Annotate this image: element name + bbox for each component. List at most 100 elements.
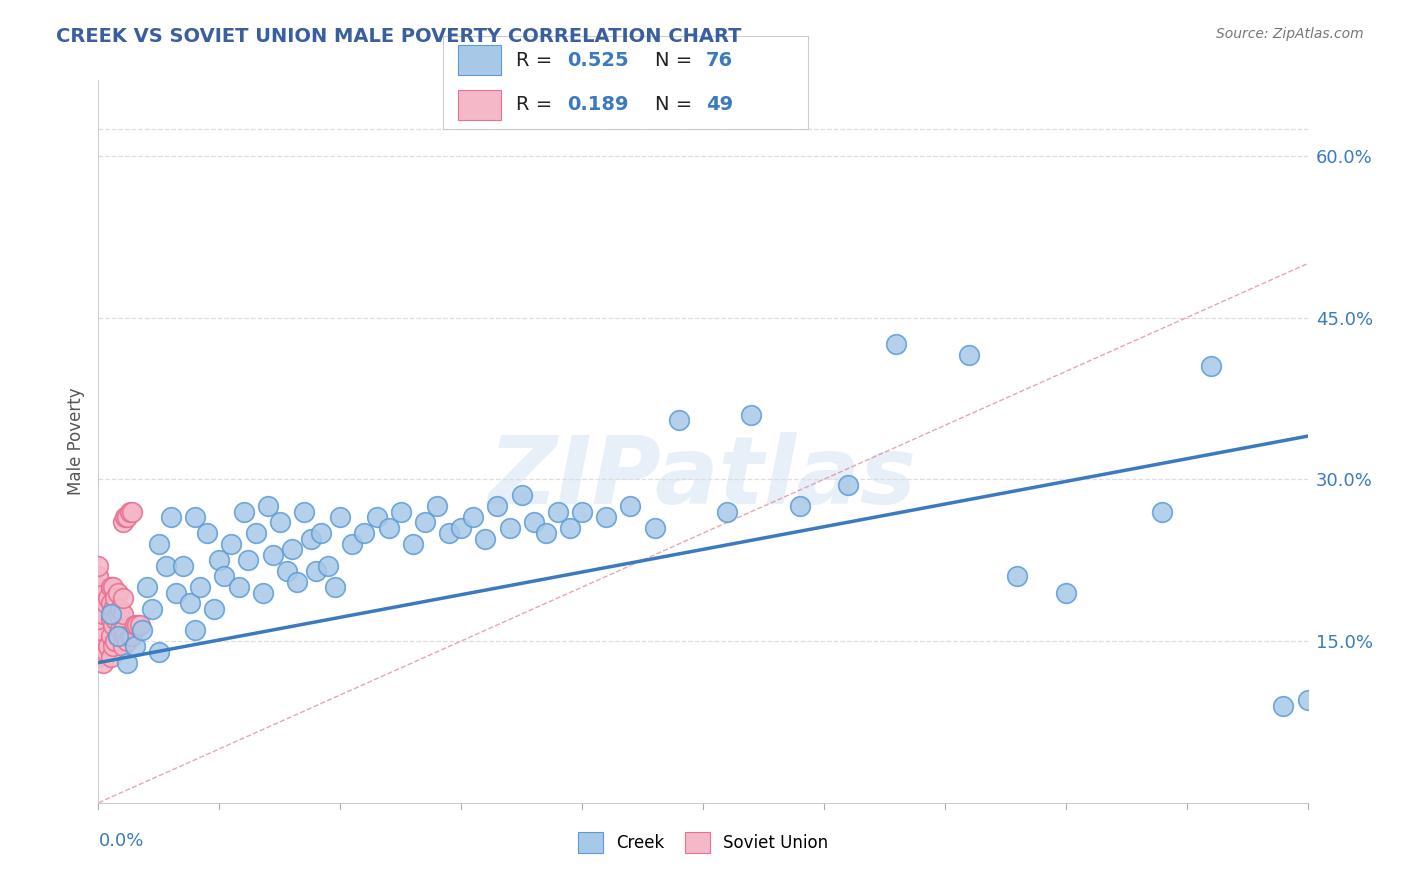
Point xyxy=(389,505,412,519)
Point xyxy=(121,629,143,643)
Text: 0.525: 0.525 xyxy=(567,51,628,70)
Point xyxy=(179,596,201,610)
Point xyxy=(111,516,134,530)
Point xyxy=(117,634,139,648)
Point xyxy=(118,505,141,519)
Point xyxy=(87,629,110,643)
Text: R =: R = xyxy=(516,51,558,70)
Point xyxy=(534,526,557,541)
Text: 49: 49 xyxy=(706,95,733,114)
FancyBboxPatch shape xyxy=(457,45,502,75)
Point xyxy=(107,607,129,621)
Point xyxy=(486,500,509,514)
Point xyxy=(716,505,738,519)
Point xyxy=(87,558,110,573)
Point xyxy=(111,624,134,638)
Text: CREEK VS SOVIET UNION MALE POVERTY CORRELATION CHART: CREEK VS SOVIET UNION MALE POVERTY CORRE… xyxy=(56,27,742,45)
Point xyxy=(107,585,129,599)
Point xyxy=(100,596,122,610)
Point xyxy=(188,580,211,594)
Point xyxy=(450,521,472,535)
Point xyxy=(292,505,315,519)
Point xyxy=(100,607,122,621)
Point xyxy=(114,629,136,643)
Point xyxy=(97,640,120,654)
Point xyxy=(437,526,460,541)
Point xyxy=(160,510,183,524)
Point xyxy=(957,348,980,362)
Point xyxy=(232,505,254,519)
Point xyxy=(204,601,226,615)
Text: 0.189: 0.189 xyxy=(567,95,628,114)
Point xyxy=(245,526,267,541)
Point xyxy=(87,591,110,605)
Point xyxy=(124,640,146,654)
Point xyxy=(108,601,131,615)
Y-axis label: Male Poverty: Male Poverty xyxy=(66,388,84,495)
Point xyxy=(426,500,449,514)
Point xyxy=(1272,698,1295,713)
Point xyxy=(101,640,124,654)
Text: Source: ZipAtlas.com: Source: ZipAtlas.com xyxy=(1216,27,1364,41)
Point xyxy=(1152,505,1174,519)
Point xyxy=(87,640,110,654)
Point xyxy=(1007,569,1029,583)
Point xyxy=(325,580,347,594)
Point xyxy=(104,612,127,626)
Point xyxy=(131,624,153,638)
Text: ZIPatlas: ZIPatlas xyxy=(489,432,917,524)
Point xyxy=(269,516,291,530)
Point xyxy=(148,537,170,551)
Point xyxy=(100,580,122,594)
Point xyxy=(184,624,207,638)
Point xyxy=(571,505,593,519)
Point xyxy=(87,612,110,626)
Point xyxy=(644,521,666,535)
Point xyxy=(353,526,375,541)
Point xyxy=(228,580,250,594)
Text: 0.0%: 0.0% xyxy=(98,831,143,850)
Point xyxy=(510,488,533,502)
Point xyxy=(474,532,496,546)
Point xyxy=(87,569,110,583)
Point xyxy=(117,510,139,524)
Point xyxy=(252,585,274,599)
Point xyxy=(94,596,117,610)
Point xyxy=(208,553,231,567)
Point xyxy=(212,569,235,583)
Point xyxy=(108,624,131,638)
Point xyxy=(285,574,308,589)
Text: N =: N = xyxy=(655,95,699,114)
Point xyxy=(100,629,122,643)
Point xyxy=(104,591,127,605)
Point xyxy=(221,537,243,551)
Text: N =: N = xyxy=(655,51,699,70)
Point xyxy=(619,500,641,514)
Point xyxy=(87,650,110,665)
Point xyxy=(94,645,117,659)
Point xyxy=(547,505,569,519)
Point xyxy=(498,521,520,535)
Point xyxy=(276,564,298,578)
Point xyxy=(1054,585,1077,599)
Point xyxy=(141,601,163,615)
Text: 76: 76 xyxy=(706,51,733,70)
Point xyxy=(117,656,139,670)
Point xyxy=(87,601,110,615)
Point xyxy=(256,500,278,514)
Point xyxy=(155,558,177,573)
Point xyxy=(789,500,811,514)
Point xyxy=(668,413,690,427)
Point xyxy=(886,337,908,351)
Point xyxy=(184,510,207,524)
Point xyxy=(413,516,436,530)
Point xyxy=(309,526,332,541)
Point xyxy=(238,553,260,567)
Point xyxy=(1296,693,1319,707)
Point xyxy=(262,548,284,562)
Point xyxy=(111,591,134,605)
Point xyxy=(195,526,218,541)
Point xyxy=(111,640,134,654)
Point xyxy=(87,624,110,638)
Point xyxy=(91,607,114,621)
